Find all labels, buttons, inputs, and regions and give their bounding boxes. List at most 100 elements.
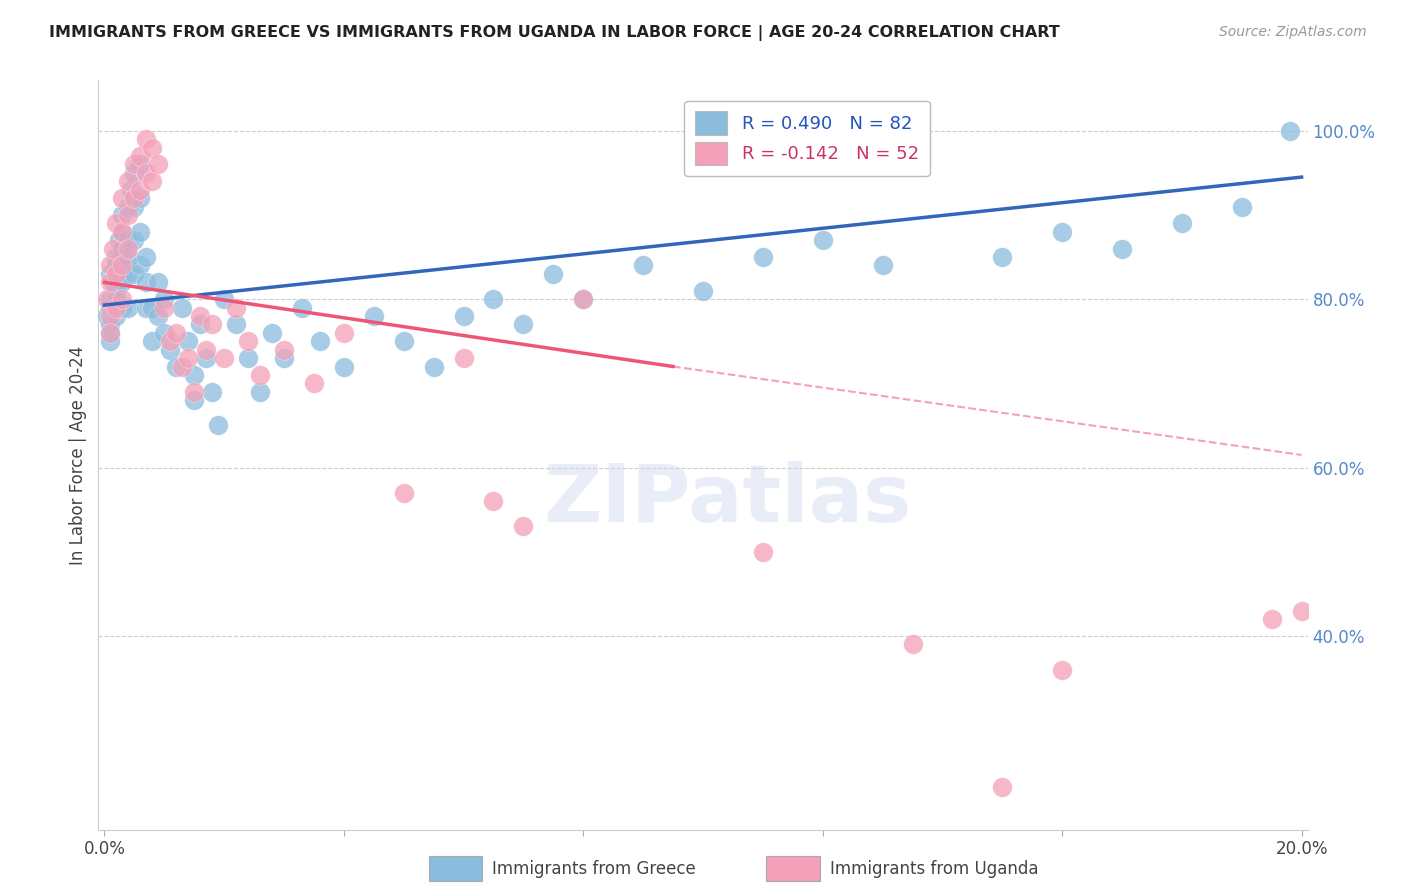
Point bbox=[172, 359, 194, 374]
Text: Source: ZipAtlas.com: Source: ZipAtlas.com bbox=[1219, 25, 1367, 39]
Point bbox=[135, 166, 157, 180]
Point bbox=[141, 301, 163, 315]
Point bbox=[249, 384, 271, 399]
Point bbox=[692, 284, 714, 298]
Point bbox=[212, 292, 235, 306]
Point bbox=[100, 326, 122, 340]
Point bbox=[201, 318, 224, 332]
Point bbox=[172, 301, 194, 315]
Point bbox=[422, 359, 444, 374]
Point bbox=[225, 301, 247, 315]
Point bbox=[165, 359, 187, 374]
Point bbox=[108, 233, 131, 247]
Point bbox=[100, 301, 122, 315]
Point bbox=[195, 343, 218, 357]
Point bbox=[124, 200, 146, 214]
Text: Immigrants from Greece: Immigrants from Greece bbox=[492, 860, 696, 878]
Point bbox=[129, 191, 152, 205]
Point bbox=[124, 166, 146, 180]
Point bbox=[111, 250, 134, 264]
Point bbox=[135, 276, 157, 290]
Point bbox=[100, 318, 122, 332]
Point bbox=[183, 393, 205, 408]
Point bbox=[117, 208, 139, 222]
Point bbox=[309, 334, 332, 349]
Point bbox=[103, 242, 125, 256]
Point bbox=[141, 174, 163, 188]
Point bbox=[120, 183, 142, 197]
Point bbox=[111, 208, 134, 222]
Point bbox=[111, 301, 134, 315]
Point bbox=[260, 326, 283, 340]
Point bbox=[212, 351, 235, 365]
Point bbox=[105, 284, 128, 298]
Point bbox=[96, 309, 118, 323]
Point bbox=[153, 301, 176, 315]
Point bbox=[512, 318, 534, 332]
Legend: R = 0.490   N = 82, R = -0.142   N = 52: R = 0.490 N = 82, R = -0.142 N = 52 bbox=[685, 101, 929, 176]
Point bbox=[124, 191, 146, 205]
Point bbox=[100, 292, 122, 306]
Point bbox=[1050, 663, 1073, 677]
Point bbox=[177, 334, 200, 349]
Point bbox=[117, 174, 139, 188]
Point bbox=[249, 368, 271, 382]
Point bbox=[752, 545, 775, 559]
Point bbox=[1171, 216, 1194, 230]
Point bbox=[135, 132, 157, 146]
Point bbox=[752, 250, 775, 264]
Point bbox=[117, 267, 139, 281]
Point bbox=[201, 384, 224, 399]
Text: ZIPatlas: ZIPatlas bbox=[543, 461, 911, 539]
Point bbox=[572, 292, 595, 306]
Point bbox=[124, 157, 146, 171]
Point bbox=[363, 309, 385, 323]
Point bbox=[512, 519, 534, 533]
Point bbox=[1260, 612, 1282, 626]
Point bbox=[183, 384, 205, 399]
Point bbox=[991, 780, 1014, 795]
Point bbox=[129, 259, 152, 273]
Point bbox=[117, 301, 139, 315]
Point bbox=[111, 191, 134, 205]
Point bbox=[188, 318, 211, 332]
Point bbox=[96, 292, 118, 306]
Point bbox=[117, 242, 139, 256]
Point bbox=[392, 334, 415, 349]
Point bbox=[392, 485, 415, 500]
Point bbox=[453, 309, 475, 323]
Point bbox=[1111, 242, 1133, 256]
Point bbox=[453, 351, 475, 365]
Point bbox=[111, 242, 134, 256]
Point bbox=[482, 494, 505, 508]
Point bbox=[631, 259, 654, 273]
Point bbox=[1291, 604, 1313, 618]
Point bbox=[105, 216, 128, 230]
Point bbox=[100, 259, 122, 273]
Point bbox=[129, 149, 152, 163]
Point bbox=[129, 225, 152, 239]
Point bbox=[105, 309, 128, 323]
Point bbox=[141, 141, 163, 155]
Point bbox=[901, 637, 924, 651]
Point bbox=[183, 368, 205, 382]
Point bbox=[302, 376, 325, 391]
Text: Immigrants from Uganda: Immigrants from Uganda bbox=[830, 860, 1038, 878]
Point bbox=[105, 250, 128, 264]
Point bbox=[148, 309, 170, 323]
Point bbox=[543, 267, 565, 281]
Point bbox=[572, 292, 595, 306]
Point bbox=[100, 309, 122, 323]
Point bbox=[117, 233, 139, 247]
Point bbox=[207, 418, 229, 433]
Point bbox=[195, 351, 218, 365]
Point bbox=[105, 259, 128, 273]
Point bbox=[225, 318, 247, 332]
Point bbox=[129, 183, 152, 197]
Point bbox=[148, 157, 170, 171]
Point bbox=[165, 326, 187, 340]
Point bbox=[111, 292, 134, 306]
Point bbox=[100, 267, 122, 281]
Point bbox=[159, 343, 181, 357]
Point bbox=[1050, 225, 1073, 239]
